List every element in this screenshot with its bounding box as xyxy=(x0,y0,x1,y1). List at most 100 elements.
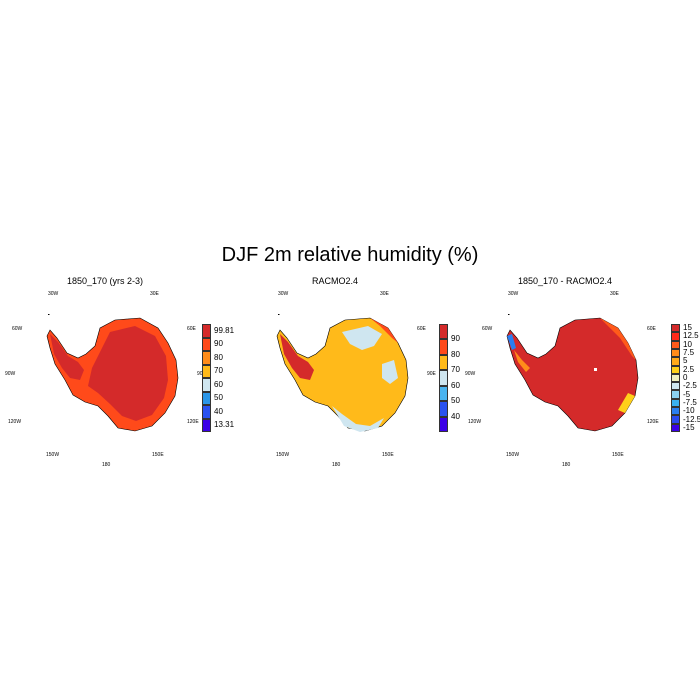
colorbar-box xyxy=(202,351,211,365)
lon-label-30e: 30E xyxy=(380,291,389,297)
colorbar-label: 90 xyxy=(451,334,460,344)
colorbar-box xyxy=(671,357,680,366)
interior-region-light xyxy=(382,360,398,384)
colorbar-box xyxy=(439,370,448,386)
antarctica-outline xyxy=(506,317,639,432)
colorbar-box xyxy=(671,407,680,416)
colorbar-box xyxy=(671,382,680,391)
colorbar-label: 50 xyxy=(451,396,460,406)
colorbar-label: -2.5 xyxy=(683,381,697,391)
colorbar-label: 10 xyxy=(683,339,692,349)
colorbar-box xyxy=(439,401,448,417)
panel-title-1: 1850_170 (yrs 2-3) xyxy=(66,276,144,286)
colorbar-label: -15 xyxy=(683,422,695,432)
colorbar-box xyxy=(671,373,680,383)
main-title: DJF 2m relative humidity (%) xyxy=(221,244,479,266)
lon-label-90e: 90E xyxy=(197,371,206,377)
lon-label-60e: 60E xyxy=(647,326,656,332)
colorbar-label: -7.5 xyxy=(683,397,697,407)
colorbar-box xyxy=(439,354,448,371)
interior-region xyxy=(88,326,168,421)
antarctica-map-3 xyxy=(506,314,639,432)
peninsula-region xyxy=(50,334,84,380)
map-panel-2: RACMO2.4 30W 30E 60E 90E 150W 150E 180 xyxy=(245,270,480,470)
coast-region-light xyxy=(332,406,384,432)
colorbar-label: 40 xyxy=(214,406,223,416)
colorbar-box xyxy=(671,348,680,358)
colorbar-label: 60 xyxy=(214,379,223,389)
lon-label-60e: 60E xyxy=(187,326,196,332)
colorbar-label: 50 xyxy=(214,393,223,403)
colorbar-label: 12.5 xyxy=(683,331,699,341)
lon-label-60e: 60E xyxy=(417,326,426,332)
panel-title-2: RACMO2.4 xyxy=(311,276,358,286)
colorbar-label: 80 xyxy=(214,352,223,362)
peninsula-region xyxy=(280,334,314,380)
lon-label-60w: 60W xyxy=(12,326,23,332)
colorbar-label: 13.31 xyxy=(214,420,235,430)
colorbar-label: -5 xyxy=(683,389,691,399)
coast-region xyxy=(600,318,636,360)
point-marker xyxy=(278,314,280,315)
lon-label-180: 180 xyxy=(102,462,111,468)
lon-label-120w: 120W xyxy=(8,419,22,425)
colorbar-box xyxy=(671,398,680,408)
lon-label-90e: 90E xyxy=(427,371,436,377)
colorbar-box xyxy=(671,365,680,374)
colorbar-box xyxy=(439,385,448,402)
lon-label-150w: 150W xyxy=(46,452,60,458)
colorbar-label: 70 xyxy=(451,365,460,375)
colorbar-label: 15 xyxy=(683,323,692,333)
lon-label-120e: 120E xyxy=(647,419,659,425)
lon-label-60w: 60W xyxy=(482,326,493,332)
colorbar-label: 99.81 xyxy=(214,325,235,335)
colorbar-label: 90 xyxy=(214,339,223,349)
colorbar-label: 60 xyxy=(451,380,460,390)
point-marker xyxy=(48,314,50,315)
panel-title-3: 1850_170 - RACMO2.4 xyxy=(517,276,613,286)
lon-label-180: 180 xyxy=(562,462,571,468)
colorbar-label: 70 xyxy=(214,366,223,376)
lon-label-150w: 150W xyxy=(276,452,290,458)
colorbar-box xyxy=(671,390,680,399)
colorbar-box xyxy=(439,416,448,432)
colorbar-label: 80 xyxy=(451,349,460,359)
colorbar-box xyxy=(202,337,211,351)
colorbar-label: 40 xyxy=(451,411,460,421)
colorbar-label: 5 xyxy=(683,356,688,366)
map-panel-1: 1850_170 (yrs 2-3) 30W 30E 60W 60E 90W 9… xyxy=(5,270,250,470)
colorbar-box xyxy=(202,405,211,419)
peninsula-region xyxy=(514,350,530,372)
colorbar-box xyxy=(202,391,211,405)
colorbar-box xyxy=(671,423,680,432)
colorbar-label: -12.5 xyxy=(683,414,700,424)
point-marker xyxy=(508,314,510,315)
lon-label-30w: 30W xyxy=(508,291,519,297)
lon-label-180: 180 xyxy=(332,462,341,468)
lon-label-90w: 90W xyxy=(465,371,476,377)
colorbar-label: 0 xyxy=(683,373,688,382)
colorbar-box xyxy=(439,324,448,340)
colorbar-box xyxy=(202,378,211,392)
interior-region-light xyxy=(342,326,382,350)
lon-label-30w: 30W xyxy=(48,291,59,297)
colorbar-box xyxy=(202,364,211,378)
map-panel-3: 1850_170 - RACMO2.4 30W 30E 60W 90W 120W… xyxy=(465,270,700,470)
colorbar-box xyxy=(439,339,448,355)
colorbar-box xyxy=(671,340,680,349)
lon-label-150w: 150W xyxy=(506,452,520,458)
colorbar-box xyxy=(671,324,680,333)
peninsula-region-blue xyxy=(507,334,516,350)
lon-label-120e: 120E xyxy=(187,419,199,425)
colorbar-label: 7.5 xyxy=(683,348,695,358)
lon-label-120w: 120W xyxy=(468,419,482,425)
lon-label-90w: 90W xyxy=(5,371,16,377)
colorbar-label: -10 xyxy=(683,406,695,416)
lon-label-30e: 30E xyxy=(610,291,619,297)
colorbar-label: 2.5 xyxy=(683,364,695,374)
colorbar-box xyxy=(202,418,211,432)
coast-region-yellow xyxy=(618,393,635,413)
colorbar-box xyxy=(671,332,680,341)
lon-label-30w: 30W xyxy=(278,291,289,297)
lon-label-150e: 150E xyxy=(612,452,624,458)
